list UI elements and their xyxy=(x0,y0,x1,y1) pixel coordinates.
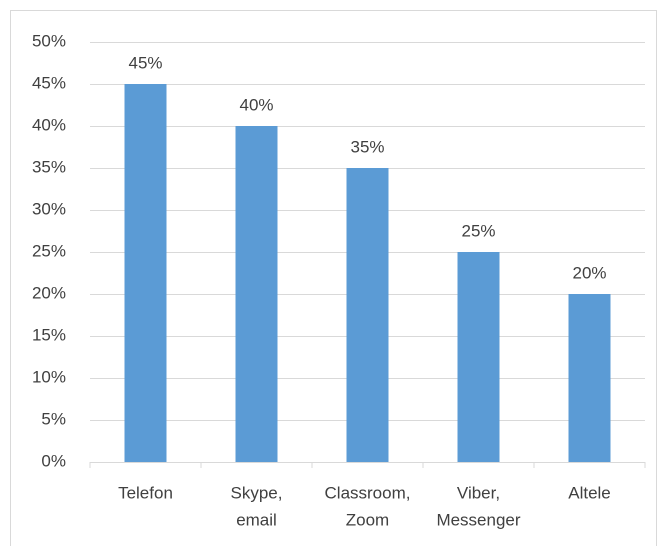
x-tick-label: Telefon xyxy=(118,483,173,502)
x-tick-label: Viber, xyxy=(457,483,500,502)
x-tick-label: Zoom xyxy=(346,510,389,529)
y-tick-label: 5% xyxy=(41,409,66,428)
y-tick-label: 50% xyxy=(32,31,66,50)
y-tick-label: 0% xyxy=(41,451,66,470)
data-label: 45% xyxy=(128,53,162,72)
y-tick-label: 15% xyxy=(32,325,66,344)
y-tick-label: 25% xyxy=(32,241,66,260)
x-tick-label: Messenger xyxy=(436,510,520,529)
data-label: 40% xyxy=(239,95,273,114)
chart-border xyxy=(10,10,657,546)
y-tick-label: 40% xyxy=(32,115,66,134)
x-tick-label: Skype, xyxy=(231,483,283,502)
bar xyxy=(124,84,167,462)
y-tick-label: 10% xyxy=(32,367,66,386)
data-label: 35% xyxy=(350,137,384,156)
data-label: 25% xyxy=(461,221,495,240)
y-tick-label: 35% xyxy=(32,157,66,176)
y-tick-label: 20% xyxy=(32,283,66,302)
bar xyxy=(235,126,278,462)
x-tick-label: Classroom, xyxy=(325,483,411,502)
bar xyxy=(568,294,611,462)
y-tick-label: 30% xyxy=(32,199,66,218)
data-label: 20% xyxy=(572,263,606,282)
x-tick-label: email xyxy=(236,510,277,529)
bar xyxy=(457,252,500,462)
x-tick-label: Altele xyxy=(568,483,611,502)
y-tick-label: 45% xyxy=(32,73,66,92)
bar xyxy=(346,168,389,462)
